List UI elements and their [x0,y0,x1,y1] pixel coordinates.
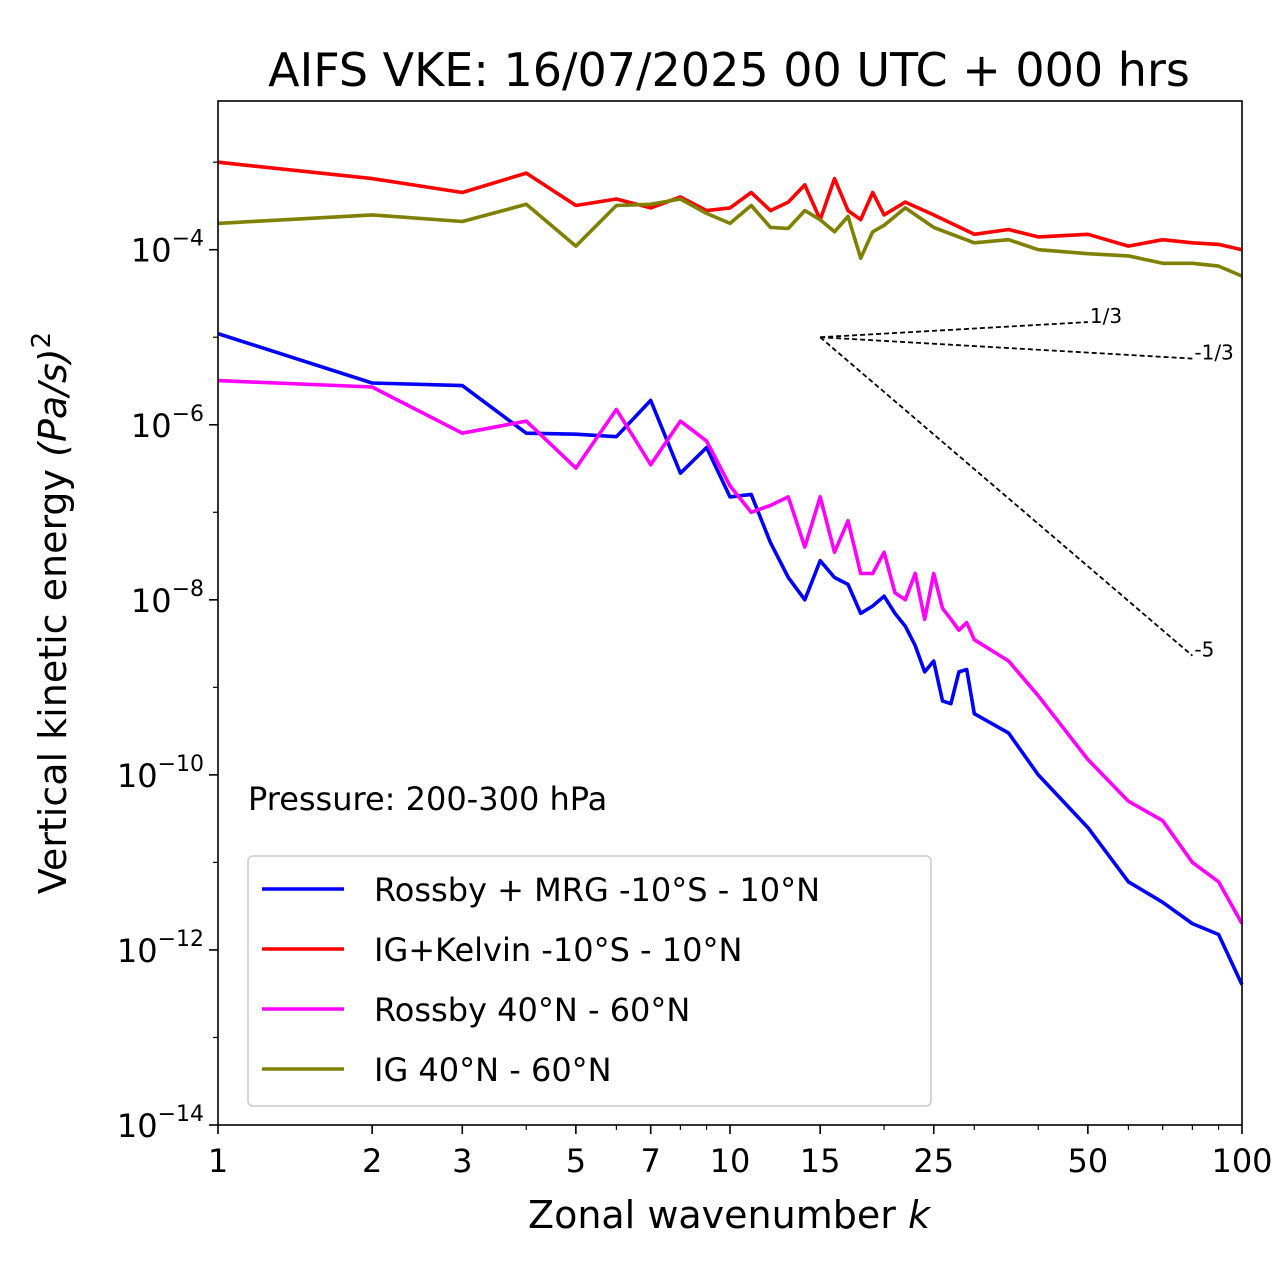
y-axis-label-exp: 2 [27,332,57,349]
reference-slope-label: -1/3 [1194,341,1233,365]
legend-label: IG+Kelvin -10°S - 10°N [374,931,742,969]
x-axis-ticks: 1 2 3 5 7 10 15 25 50 100 [208,1125,1273,1180]
legend-frame [247,855,932,1107]
y-axis-label: Vertical kinetic energy (Pa/s)2 [27,332,75,894]
reference-slope-label: 1/3 [1090,304,1122,328]
y-axis-label-text: Vertical kinetic energy [31,469,75,894]
y-tick-label: 10−6 [131,402,204,445]
y-tick-label: 10−12 [117,927,204,970]
x-tick-label: 1 [208,1142,228,1180]
y-tick-label: 10−10 [117,752,204,795]
x-axis-label-var: k [908,1193,932,1237]
series-line-rossby-mrg-10-s-10-n [217,331,1244,986]
y-tick-label: 10−14 [117,1102,204,1145]
reference-slope-line [819,336,1193,657]
x-axis-label-text: Zonal wavenumber [528,1193,896,1237]
legend-label: Rossby + MRG -10°S - 10°N [374,871,820,909]
legend-label: Rossby 40°N - 60°N [374,991,690,1029]
x-tick-label: 5 [566,1142,586,1180]
x-tick-label: 25 [913,1142,954,1180]
y-tick-label: 10−4 [131,227,204,270]
x-tick-label: 10 [710,1142,751,1180]
series-line-rossby-40-n-60-n [217,378,1244,925]
x-tick-label: 50 [1068,1142,1109,1180]
x-tick-label: 2 [362,1142,382,1180]
x-axis-label: Zonal wavenumber k [528,1193,932,1237]
series-layer [217,160,1244,986]
series-line-ig-kelvin-10-s-10-n [217,160,1243,252]
x-tick-label: 3 [452,1142,472,1180]
x-tick-label: 7 [641,1142,661,1180]
reference-slopes: 1/3 -1/3 -5 [819,304,1234,662]
y-axis-ticks: 10−4 10−6 10−8 10−10 10−12 10−14 [117,161,218,1145]
y-tick-label: 10−8 [131,577,204,620]
reference-slope-label: -5 [1194,638,1214,662]
y-axis-label-unit: (Pa/s) [31,348,75,456]
legend-entries: Rossby + MRG -10°S - 10°N IG+Kelvin -10°S… [262,871,820,1089]
series-line-ig-40-n-60-n [217,197,1243,278]
pressure-annotation: Pressure: 200-300 hPa [248,780,607,818]
chart-title: AIFS VKE: 16/07/2025 00 UTC + 000 hrs [268,43,1190,97]
x-tick-label: 15 [800,1142,841,1180]
x-tick-label: 100 [1211,1142,1272,1180]
legend-label: IG 40°N - 60°N [374,1051,612,1089]
reference-slope-line [820,336,1193,360]
reference-slope-line [820,321,1088,339]
legend: Rossby + MRG -10°S - 10°N IG+Kelvin -10°S… [247,855,932,1107]
